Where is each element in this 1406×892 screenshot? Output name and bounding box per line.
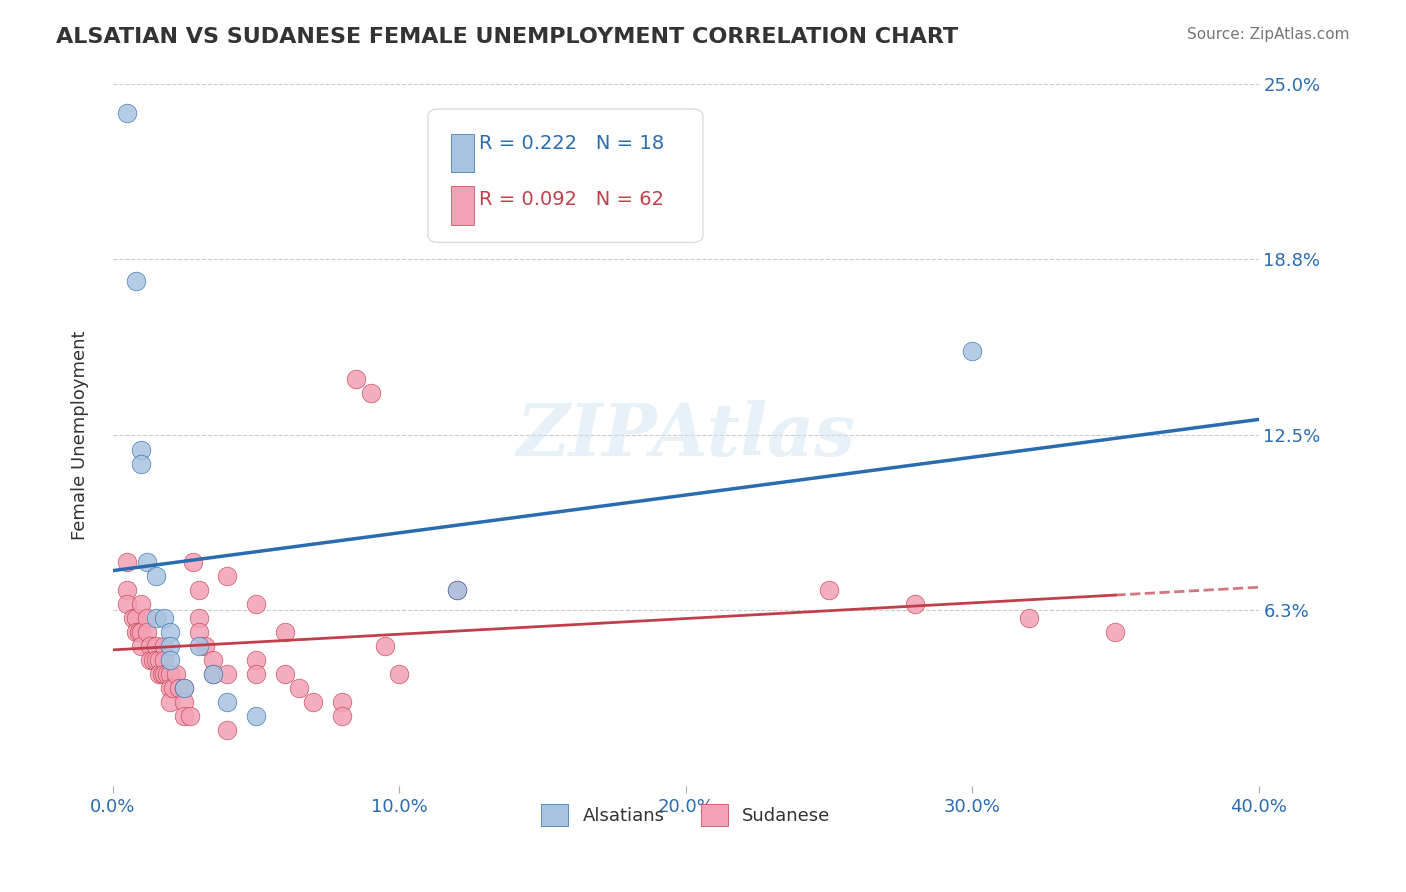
Point bbox=[145, 569, 167, 583]
Point bbox=[245, 597, 267, 611]
Point bbox=[162, 681, 184, 696]
Point bbox=[131, 625, 153, 640]
Point bbox=[217, 569, 239, 583]
Text: Source: ZipAtlas.com: Source: ZipAtlas.com bbox=[1187, 27, 1350, 42]
Point bbox=[181, 555, 204, 569]
Point bbox=[159, 681, 181, 696]
Point bbox=[173, 681, 195, 696]
Point bbox=[136, 555, 159, 569]
Point bbox=[165, 667, 187, 681]
Point bbox=[273, 667, 295, 681]
Point bbox=[131, 639, 153, 653]
FancyBboxPatch shape bbox=[451, 186, 474, 225]
Point bbox=[115, 582, 138, 597]
Point bbox=[159, 639, 181, 653]
Point bbox=[139, 653, 162, 667]
Point bbox=[153, 611, 176, 625]
Text: R = 0.222   N = 18: R = 0.222 N = 18 bbox=[479, 134, 665, 153]
Point bbox=[193, 639, 215, 653]
Point bbox=[446, 582, 468, 597]
Point bbox=[115, 105, 138, 120]
Point bbox=[156, 667, 179, 681]
Point bbox=[125, 611, 148, 625]
Point bbox=[153, 639, 176, 653]
Point bbox=[288, 681, 311, 696]
Point bbox=[960, 344, 983, 359]
Point bbox=[273, 625, 295, 640]
Point bbox=[187, 625, 209, 640]
Point bbox=[148, 667, 170, 681]
Point bbox=[159, 625, 181, 640]
Point bbox=[142, 653, 165, 667]
Point bbox=[217, 695, 239, 709]
Point bbox=[145, 653, 167, 667]
Point bbox=[173, 709, 195, 723]
Point bbox=[202, 667, 225, 681]
Point bbox=[115, 555, 138, 569]
Point bbox=[388, 667, 411, 681]
Point bbox=[125, 274, 148, 288]
Legend: Alsatians, Sudanese: Alsatians, Sudanese bbox=[534, 797, 838, 834]
Point bbox=[131, 442, 153, 457]
Point bbox=[153, 667, 176, 681]
Point bbox=[159, 667, 181, 681]
Point bbox=[1104, 625, 1126, 640]
Point bbox=[202, 653, 225, 667]
Point bbox=[128, 625, 150, 640]
Point bbox=[818, 582, 841, 597]
Point bbox=[159, 653, 181, 667]
Point bbox=[245, 667, 267, 681]
Point bbox=[136, 611, 159, 625]
Point bbox=[145, 611, 167, 625]
Point bbox=[179, 709, 201, 723]
Point bbox=[187, 611, 209, 625]
Point bbox=[187, 639, 209, 653]
Point bbox=[148, 653, 170, 667]
FancyBboxPatch shape bbox=[451, 134, 474, 172]
Point bbox=[904, 597, 927, 611]
Point bbox=[217, 667, 239, 681]
Point bbox=[136, 625, 159, 640]
Point bbox=[159, 695, 181, 709]
Point bbox=[139, 639, 162, 653]
Point bbox=[446, 582, 468, 597]
Point bbox=[173, 681, 195, 696]
Y-axis label: Female Unemployment: Female Unemployment bbox=[72, 331, 89, 541]
Point bbox=[173, 695, 195, 709]
Point bbox=[344, 372, 367, 386]
FancyBboxPatch shape bbox=[427, 109, 703, 243]
Point bbox=[150, 667, 173, 681]
Point bbox=[145, 639, 167, 653]
Text: ALSATIAN VS SUDANESE FEMALE UNEMPLOYMENT CORRELATION CHART: ALSATIAN VS SUDANESE FEMALE UNEMPLOYMENT… bbox=[56, 27, 959, 46]
Point bbox=[245, 653, 267, 667]
Point bbox=[245, 709, 267, 723]
Point bbox=[131, 597, 153, 611]
Text: ZIPAtlas: ZIPAtlas bbox=[516, 400, 855, 471]
Point bbox=[115, 597, 138, 611]
Point bbox=[302, 695, 325, 709]
Point bbox=[360, 386, 382, 401]
Text: R = 0.092   N = 62: R = 0.092 N = 62 bbox=[479, 190, 665, 209]
Point bbox=[131, 457, 153, 471]
Point bbox=[125, 625, 148, 640]
Point bbox=[1018, 611, 1040, 625]
Point bbox=[167, 681, 190, 696]
Point bbox=[330, 695, 353, 709]
Point bbox=[374, 639, 396, 653]
Point bbox=[153, 653, 176, 667]
Point bbox=[202, 667, 225, 681]
Point bbox=[330, 709, 353, 723]
Point bbox=[187, 582, 209, 597]
Point bbox=[217, 723, 239, 738]
Point bbox=[122, 611, 145, 625]
